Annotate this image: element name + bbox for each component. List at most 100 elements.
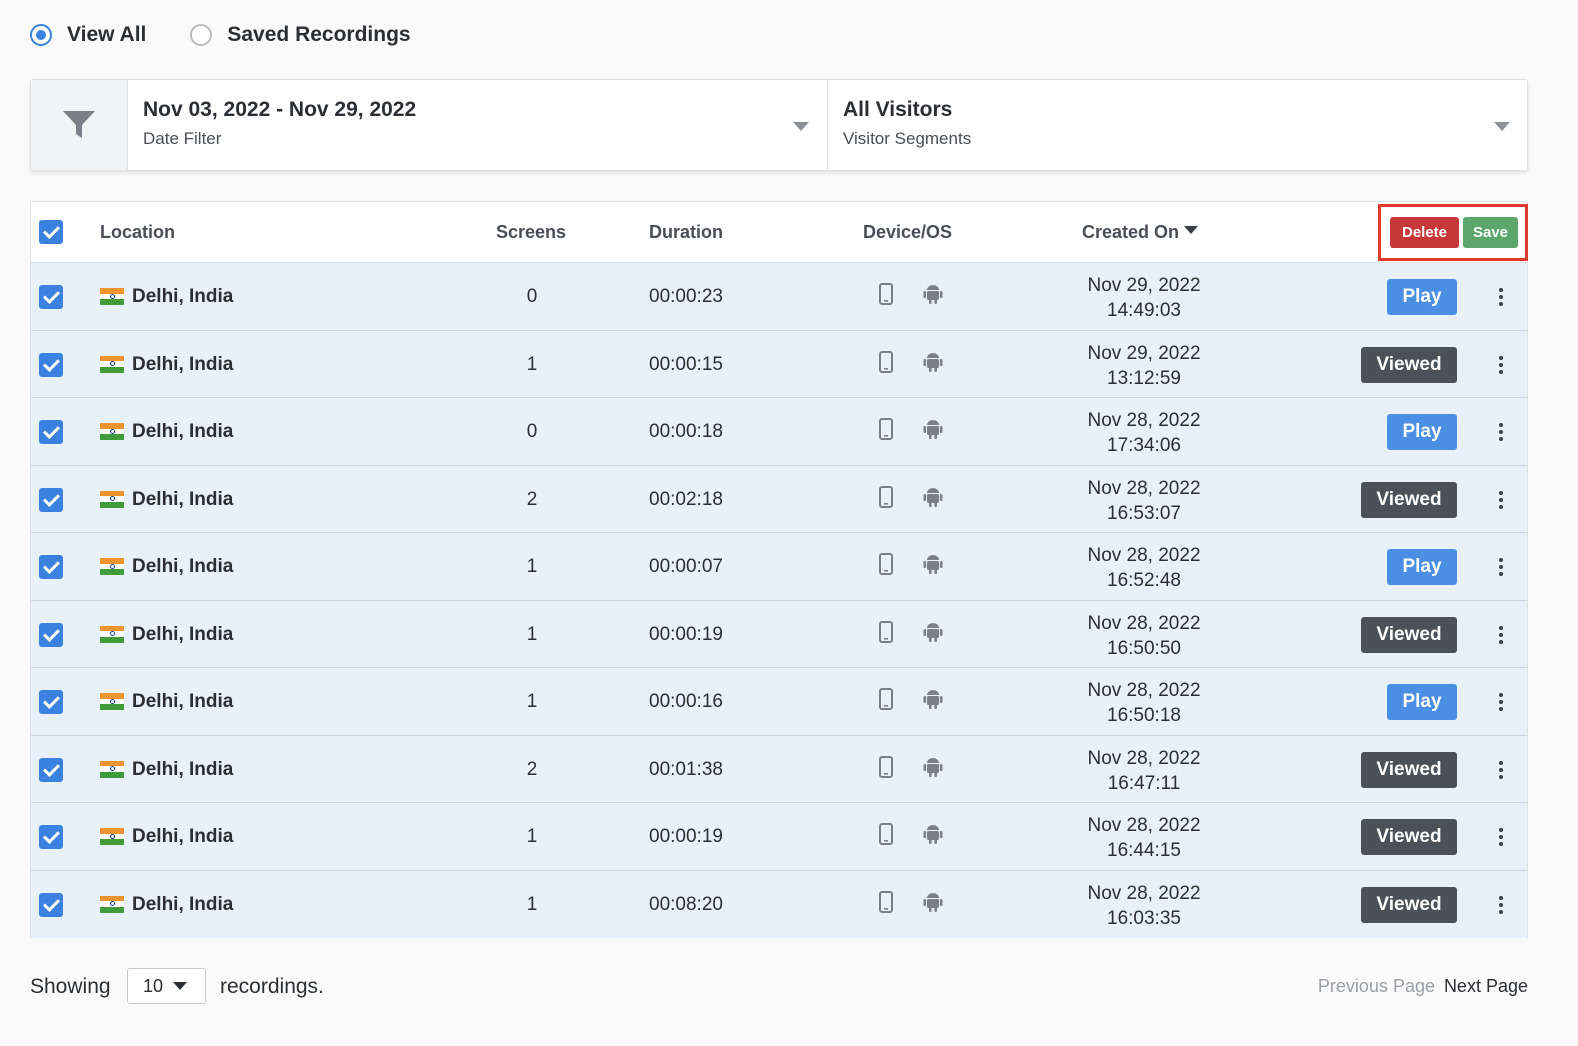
created-date: Nov 28, 2022 [1087, 410, 1201, 431]
mobile-phone-icon [879, 553, 893, 580]
view-all-option[interactable]: View All [30, 23, 146, 47]
filter-icon-box[interactable] [31, 80, 128, 170]
screens-cell: 2 [526, 488, 538, 510]
more-vertical-icon[interactable] [1493, 486, 1509, 514]
header-created-on-label: Created On [1082, 222, 1180, 242]
location-cell: Delhi, India [132, 893, 234, 915]
viewed-button[interactable]: Viewed [1361, 886, 1457, 923]
more-vertical-icon[interactable] [1493, 351, 1509, 379]
row-checkbox[interactable] [39, 622, 63, 647]
location-cell: Delhi, India [132, 691, 234, 712]
location-cell: Delhi, India [132, 758, 234, 780]
save-button[interactable]: Save [1463, 217, 1518, 248]
viewed-button[interactable]: Viewed [1361, 616, 1457, 653]
india-flag-icon [100, 490, 124, 508]
recordings-table: Location Screens Duration Device/OS Crea… [30, 201, 1528, 938]
android-icon [923, 283, 943, 310]
header-screens[interactable]: Screens [496, 222, 567, 242]
created-on-cell: Nov 28, 2022 16:47:11 [1064, 746, 1224, 796]
android-icon [923, 351, 943, 378]
more-vertical-icon[interactable] [1493, 553, 1509, 581]
viewed-button[interactable]: Viewed [1361, 751, 1457, 788]
play-button[interactable]: Play [1387, 279, 1457, 315]
viewed-button[interactable]: Viewed [1361, 819, 1457, 855]
page-size-select[interactable]: 10 [127, 968, 206, 1004]
screens-cell: 0 [526, 286, 538, 307]
table-row[interactable]: Delhi, India 1 00:00:19 Nov 28, 2022 16:… [31, 600, 1527, 668]
row-checkbox[interactable] [39, 555, 63, 579]
created-time: 16:03:35 [1107, 907, 1181, 929]
india-flag-icon [100, 423, 124, 441]
play-button[interactable]: Play [1387, 549, 1457, 585]
view-all-radio[interactable] [30, 24, 52, 46]
table-row[interactable]: Delhi, India 2 00:01:38 Nov 28, 2022 16:… [31, 735, 1527, 803]
created-time: 16:44:15 [1107, 840, 1181, 861]
more-vertical-icon[interactable] [1493, 891, 1509, 919]
visitor-segments-dropdown[interactable]: All Visitors Visitor Segments [828, 80, 1527, 170]
duration-cell: 00:01:38 [649, 758, 723, 780]
table-row[interactable]: Delhi, India 1 00:00:16 Nov 28, 2022 16:… [31, 668, 1527, 736]
screens-cell: 1 [526, 556, 538, 577]
more-vertical-icon[interactable] [1493, 823, 1509, 851]
delete-button[interactable]: Delete [1390, 217, 1459, 248]
table-row[interactable]: Delhi, India 2 00:02:18 Nov 28, 2022 16:… [31, 465, 1527, 533]
created-date: Nov 28, 2022 [1087, 612, 1201, 634]
india-flag-icon [100, 895, 124, 913]
android-icon [923, 486, 943, 513]
mobile-phone-icon [879, 485, 893, 513]
previous-page-link[interactable]: Previous Page [1317, 976, 1435, 996]
more-vertical-icon[interactable] [1493, 756, 1509, 784]
play-button[interactable]: Play [1387, 684, 1457, 720]
created-on-cell: Nov 28, 2022 16:50:50 [1064, 611, 1224, 661]
row-checkbox[interactable] [39, 690, 63, 714]
row-checkbox[interactable] [39, 420, 63, 444]
row-checkbox[interactable] [39, 825, 63, 849]
date-filter-dropdown[interactable]: Nov 03, 2022 - Nov 29, 2022 Date Filter [128, 80, 828, 170]
location-cell: Delhi, India [132, 826, 234, 847]
table-row[interactable]: Delhi, India 0 00:00:23 Nov 29, 2022 14:… [31, 263, 1527, 331]
table-row[interactable]: Delhi, India 1 00:00:15 Nov 29, 2022 13:… [31, 330, 1527, 398]
viewed-button[interactable]: Viewed [1361, 346, 1457, 383]
next-page-link[interactable]: Next Page [1443, 976, 1528, 996]
more-vertical-icon[interactable] [1493, 283, 1509, 311]
screens-cell: 0 [526, 421, 538, 442]
location-cell: Delhi, India [132, 353, 234, 375]
viewed-button[interactable]: Viewed [1361, 481, 1457, 518]
mobile-phone-icon [879, 418, 893, 445]
location-cell: Delhi, India [132, 488, 234, 510]
row-checkbox[interactable] [39, 285, 63, 309]
india-flag-icon [100, 355, 124, 373]
more-vertical-icon[interactable] [1493, 621, 1509, 649]
more-vertical-icon[interactable] [1493, 688, 1509, 716]
more-vertical-icon[interactable] [1493, 418, 1509, 446]
row-checkbox[interactable] [39, 487, 63, 512]
row-checkbox[interactable] [39, 757, 63, 782]
header-duration[interactable]: Duration [649, 222, 723, 242]
table-row[interactable]: Delhi, India 1 00:00:07 Nov 28, 2022 16:… [31, 533, 1527, 601]
created-date: Nov 28, 2022 [1087, 882, 1201, 904]
table-row[interactable]: Delhi, India 1 00:00:19 Nov 28, 2022 16:… [31, 803, 1527, 871]
saved-recordings-option[interactable]: Saved Recordings [190, 23, 411, 47]
created-time: 16:52:48 [1107, 570, 1181, 591]
location-cell: Delhi, India [132, 286, 234, 307]
play-button[interactable]: Play [1387, 414, 1457, 450]
table-body: Delhi, India 0 00:00:23 Nov 29, 2022 14:… [31, 263, 1527, 938]
header-created-on[interactable]: Created On [1082, 222, 1199, 243]
saved-recordings-radio[interactable] [190, 24, 213, 46]
header-location[interactable]: Location [100, 222, 175, 242]
row-checkbox[interactable] [39, 352, 63, 377]
created-date: Nov 29, 2022 [1087, 342, 1201, 364]
duration-cell: 00:00:23 [649, 286, 723, 307]
select-all-checkbox[interactable] [39, 220, 63, 244]
location-cell: Delhi, India [132, 623, 234, 645]
india-flag-icon [100, 828, 124, 846]
created-time: 17:34:06 [1107, 435, 1181, 456]
row-checkbox[interactable] [39, 892, 63, 917]
date-filter-caret-icon [793, 122, 809, 131]
duration-cell: 00:02:18 [649, 488, 723, 510]
created-time: 14:49:03 [1107, 300, 1181, 321]
table-row[interactable]: Delhi, India 0 00:00:18 Nov 28, 2022 17:… [31, 398, 1527, 466]
header-device-os[interactable]: Device/OS [863, 222, 953, 242]
created-time: 16:47:11 [1107, 772, 1181, 794]
table-row[interactable]: Delhi, India 1 00:08:20 Nov 28, 2022 16:… [31, 870, 1527, 938]
